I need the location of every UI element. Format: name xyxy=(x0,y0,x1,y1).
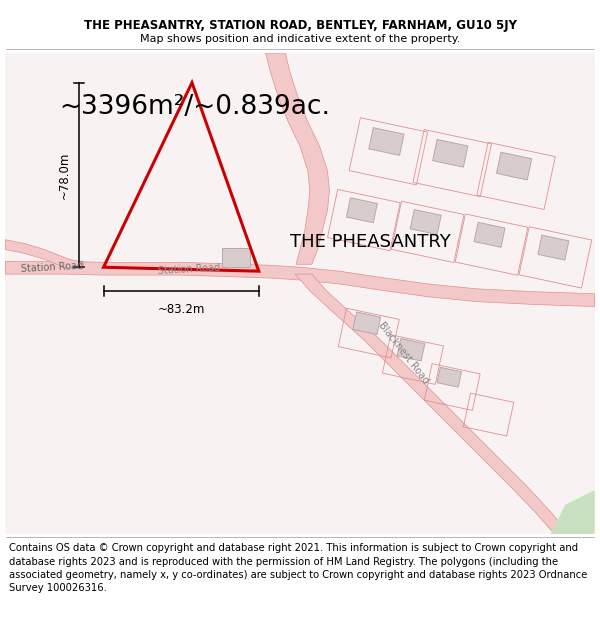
Polygon shape xyxy=(5,53,595,534)
Bar xyxy=(369,127,404,156)
Polygon shape xyxy=(550,490,595,534)
Text: Blacknest Road: Blacknest Road xyxy=(377,320,431,386)
Text: Contains OS data © Crown copyright and database right 2021. This information is : Contains OS data © Crown copyright and d… xyxy=(9,543,587,593)
Polygon shape xyxy=(295,274,570,534)
Bar xyxy=(463,393,514,436)
Bar xyxy=(382,335,443,384)
Text: Station Road: Station Road xyxy=(158,262,220,276)
Bar xyxy=(538,235,569,260)
Bar xyxy=(433,139,468,167)
Bar xyxy=(519,227,592,288)
Bar xyxy=(338,308,399,358)
Bar xyxy=(223,248,250,268)
Bar xyxy=(424,364,480,411)
Bar xyxy=(410,209,441,234)
Bar xyxy=(391,201,464,262)
Bar xyxy=(477,142,556,209)
Bar xyxy=(496,152,532,180)
Bar xyxy=(346,198,377,222)
Text: ~78.0m: ~78.0m xyxy=(58,151,71,199)
Bar xyxy=(455,214,528,275)
Bar xyxy=(397,339,425,361)
Text: Station Road: Station Road xyxy=(20,261,83,274)
Text: THE PHEASANTRY: THE PHEASANTRY xyxy=(290,232,451,251)
Polygon shape xyxy=(266,53,329,264)
Bar xyxy=(413,129,491,197)
Bar xyxy=(474,222,505,248)
Polygon shape xyxy=(5,240,84,269)
Bar xyxy=(437,368,461,387)
Text: THE PHEASANTRY, STATION ROAD, BENTLEY, FARNHAM, GU10 5JY: THE PHEASANTRY, STATION ROAD, BENTLEY, F… xyxy=(83,19,517,31)
Text: ~3396m²/~0.839ac.: ~3396m²/~0.839ac. xyxy=(59,94,331,121)
Bar xyxy=(349,118,428,185)
Text: Map shows position and indicative extent of the property.: Map shows position and indicative extent… xyxy=(140,34,460,44)
Polygon shape xyxy=(5,261,595,306)
Bar xyxy=(353,312,380,334)
Text: ~83.2m: ~83.2m xyxy=(157,302,205,316)
Bar xyxy=(328,189,400,251)
